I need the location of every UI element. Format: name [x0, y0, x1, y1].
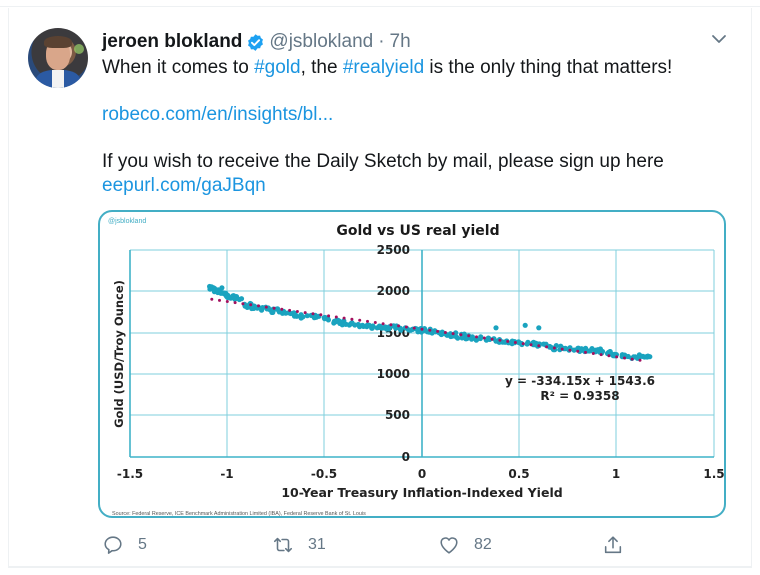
- trendline-equation: y = -334.15x + 1543.6: [505, 374, 655, 388]
- x-tick: 0.5: [508, 467, 529, 481]
- share-button[interactable]: [602, 530, 638, 560]
- robeco-link[interactable]: robeco.com/en/insights/bl...: [102, 104, 334, 125]
- y-axis-label: Gold (USD/Troy Ounce): [112, 280, 126, 428]
- chevron-down-icon[interactable]: [708, 30, 730, 48]
- y-axis-ticks: 2500 2000 1500 1000 500 0: [377, 243, 410, 464]
- y-tick: 0: [402, 450, 410, 464]
- reply-count: 5: [138, 536, 147, 553]
- x-tick: 1.5: [703, 467, 724, 481]
- reply-button[interactable]: 5: [102, 530, 147, 560]
- retweet-icon: [273, 537, 293, 553]
- reply-icon: [104, 536, 122, 554]
- author-handle[interactable]: @jsblokland: [269, 31, 374, 52]
- eepurl-link[interactable]: eepurl.com/gaJBqn: [102, 175, 266, 196]
- heart-icon: [440, 537, 458, 554]
- chart-watermark: @jsblokland: [108, 218, 146, 225]
- share-icon: [604, 536, 622, 554]
- y-tick: 1000: [377, 367, 410, 381]
- chart-axes: [129, 250, 714, 458]
- avatar-background: [74, 44, 84, 54]
- avatar-collar: [52, 70, 64, 88]
- x-tick: -1.5: [117, 467, 143, 481]
- tweet-text-line-3: If you wish to receive the Daily Sketch …: [102, 151, 664, 172]
- like-button[interactable]: 82: [438, 530, 492, 560]
- chart-title: Gold vs US real yield: [336, 223, 499, 239]
- bottom-divider: [8, 566, 752, 567]
- like-count: 82: [474, 536, 492, 553]
- x-tick: 0: [418, 467, 426, 481]
- trendline: [210, 297, 642, 362]
- retweet-count: 31: [308, 536, 326, 553]
- scatter-chart: @jsblokland Gold vs US real yield 2500 2…: [108, 218, 725, 517]
- timestamp[interactable]: 7h: [389, 31, 411, 52]
- top-divider: [0, 6, 760, 7]
- separator-dot: ·: [378, 31, 385, 52]
- x-tick: -1: [220, 467, 233, 481]
- text-segment: When it comes to: [102, 57, 255, 78]
- y-tick: 2000: [377, 284, 410, 298]
- retweet-button[interactable]: 31: [272, 530, 326, 560]
- r-squared: R² = 0.9358: [540, 389, 619, 403]
- hashtag-realyield-link[interactable]: #realyield: [342, 57, 425, 78]
- hashtag-gold-link[interactable]: #gold: [254, 57, 301, 78]
- x-axis-ticks: -1.5 -1 -0.5 0 0.5 1 1.5: [117, 467, 725, 481]
- scatter-points: [207, 283, 653, 361]
- x-axis-label: 10-Year Treasury Inflation-Indexed Yield: [281, 485, 562, 500]
- author-display-name[interactable]: jeroen blokland: [102, 31, 243, 52]
- text-segment: is the only thing that matters!: [424, 57, 673, 78]
- text-segment: , the: [300, 57, 343, 78]
- y-tick: 500: [385, 408, 410, 422]
- verified-badge-icon: [248, 33, 264, 51]
- chart-source-note: Source: Federal Reserve, ICE Benchmark A…: [112, 511, 366, 517]
- avatar[interactable]: [28, 28, 88, 88]
- x-tick: 1: [612, 467, 620, 481]
- tweet-header: jeroen blokland @jsblokland · 7h: [102, 30, 411, 54]
- y-tick: 2500: [377, 243, 410, 257]
- tweet-actions: 5 31 82: [102, 530, 642, 560]
- tweet-text-line-1: When it comes to #gold, the #realyield i…: [102, 57, 672, 79]
- tweet-card: [8, 8, 752, 568]
- x-tick: -0.5: [311, 467, 337, 481]
- chart-image[interactable]: @jsblokland Gold vs US real yield 2500 2…: [98, 210, 726, 518]
- avatar-hair: [44, 36, 72, 48]
